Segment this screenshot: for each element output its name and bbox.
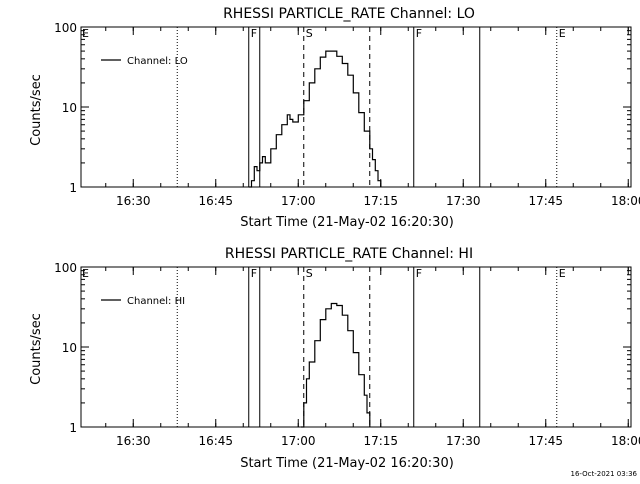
x-tick-label: 17:30 [446,194,481,208]
series-line [301,302,371,428]
marker-label: F [416,27,422,40]
timestamp-footer: 16-Oct-2021 03:36 [571,470,638,478]
x-tick-label: 16:45 [198,434,233,448]
marker-label: E [559,267,566,280]
y-tick-label: 10 [62,341,77,355]
plot-frame [80,26,632,188]
x-tick-label: 17:00 [281,194,316,208]
y-tick-label: 1 [69,181,77,195]
y-tick-label: 100 [54,21,77,35]
marker-label: F [251,267,257,280]
plot-frame [80,266,632,428]
series-line [248,50,382,188]
marker-label: E [82,267,89,280]
y-tick-label: 10 [62,101,77,115]
marker-label: F [251,27,257,40]
legend-label: Channel: HI [127,296,185,307]
panel-hi: RHESSI PARTICLE_RATE Channel: HI Start T… [29,246,640,471]
y-tick-label: 100 [54,261,77,275]
legend-label: Channel: LO [127,56,188,67]
x-axis-label: Start Time (21-May-02 16:20:30) [240,456,454,471]
x-tick-label: 17:30 [446,434,481,448]
marker-label: S [306,27,313,40]
marker-label: E [559,27,566,40]
chart-title: RHESSI PARTICLE_RATE Channel: LO [223,6,475,22]
x-tick-label: 17:45 [528,194,563,208]
x-tick-label: 16:30 [116,194,151,208]
x-tick-label: 17:15 [363,194,398,208]
chart-title: RHESSI PARTICLE_RATE Channel: HI [225,246,473,262]
panel-lo: RHESSI PARTICLE_RATE Channel: LO Start T… [29,6,640,230]
x-tick-label: 16:45 [198,194,233,208]
x-tick-label: 17:00 [281,434,316,448]
x-axis-label: Start Time (21-May-02 16:20:30) [240,215,454,230]
x-tick-label: 16:30 [116,434,151,448]
x-tick-label: 17:15 [363,434,398,448]
x-tick-label: 18:00 [611,434,640,448]
y-axis-label: Counts/sec [29,313,44,385]
x-tick-label: 18:00 [611,194,640,208]
y-tick-label: 1 [69,421,77,435]
x-tick-label: 17:45 [528,434,563,448]
marker-label: F [416,267,422,280]
marker-label: S [306,267,313,280]
y-axis-label: Counts/sec [29,74,44,146]
marker-label: E [82,27,89,40]
